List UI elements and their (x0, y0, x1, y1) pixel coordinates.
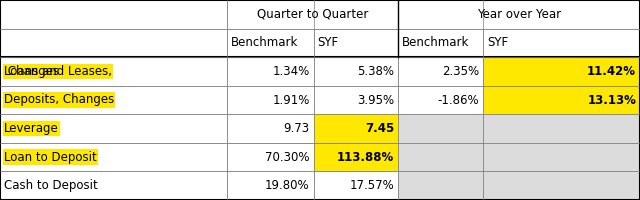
Bar (227, 29, 314, 57)
Text: Year over Year: Year over Year (477, 8, 561, 21)
Bar (227, 143, 314, 171)
Text: SYF: SYF (487, 36, 508, 49)
Bar (398, 114, 483, 143)
Text: 113.88%: 113.88% (337, 151, 394, 164)
Text: 11.42%: 11.42% (587, 65, 636, 78)
Text: 3.95%: 3.95% (357, 94, 394, 106)
Text: Benchmark: Benchmark (402, 36, 469, 49)
Text: Benchmark: Benchmark (231, 36, 298, 49)
Bar (0, 171, 227, 200)
Bar (227, 86, 314, 114)
Bar (398, 0, 640, 29)
Bar (227, 57, 314, 86)
Text: 9.73: 9.73 (284, 122, 310, 135)
Bar (398, 143, 483, 171)
Bar (398, 29, 483, 57)
Bar (0, 0, 227, 29)
Bar (483, 114, 640, 143)
Text: 1.91%: 1.91% (273, 94, 310, 106)
Text: Changes: Changes (4, 65, 59, 78)
Text: 19.80%: 19.80% (265, 179, 310, 192)
Bar (483, 86, 640, 114)
Bar (227, 171, 314, 200)
Bar (483, 143, 640, 171)
Bar (398, 86, 483, 114)
Text: Deposits, Changes: Deposits, Changes (4, 94, 114, 106)
Bar (0, 114, 227, 143)
Bar (314, 86, 398, 114)
Text: 5.38%: 5.38% (357, 65, 394, 78)
Bar (0, 29, 227, 57)
Text: 2.35%: 2.35% (442, 65, 479, 78)
Bar (0, 143, 227, 171)
Text: Quarter to Quarter: Quarter to Quarter (257, 8, 369, 21)
Text: Leverage: Leverage (4, 122, 59, 135)
Text: 17.57%: 17.57% (349, 179, 394, 192)
Text: Cash to Deposit: Cash to Deposit (4, 179, 97, 192)
Bar (227, 114, 314, 143)
Bar (483, 171, 640, 200)
Text: 7.45: 7.45 (365, 122, 394, 135)
Bar (398, 57, 483, 86)
Bar (398, 171, 483, 200)
Bar (227, 0, 398, 29)
Text: -1.86%: -1.86% (438, 94, 479, 106)
Text: Loans and Leases,: Loans and Leases, (4, 65, 112, 78)
Bar (314, 29, 398, 57)
Text: 70.30%: 70.30% (265, 151, 310, 164)
Bar (314, 57, 398, 86)
Bar (0, 57, 227, 86)
Bar (314, 143, 398, 171)
Bar (314, 171, 398, 200)
Bar (483, 57, 640, 86)
Text: SYF: SYF (317, 36, 339, 49)
Text: 1.34%: 1.34% (273, 65, 310, 78)
Bar (314, 114, 398, 143)
Bar (483, 29, 640, 57)
Text: 13.13%: 13.13% (588, 94, 636, 106)
Text: Loan to Deposit: Loan to Deposit (4, 151, 97, 164)
Bar (0, 86, 227, 114)
